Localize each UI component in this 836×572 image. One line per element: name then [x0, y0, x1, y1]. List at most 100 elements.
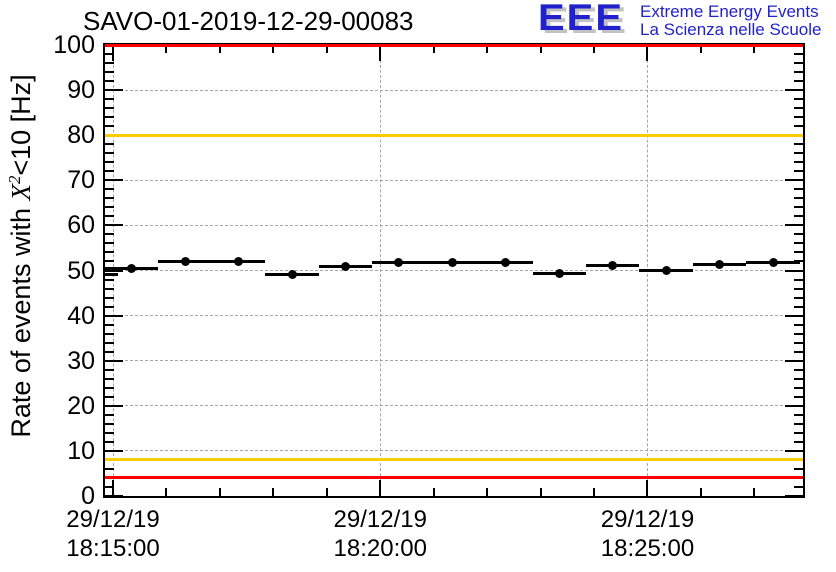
y-minor-tick-right	[794, 107, 803, 110]
x-minor-tick-top	[753, 45, 756, 53]
data-point-marker	[768, 258, 778, 268]
y-minor-tick	[105, 71, 114, 74]
y-minor-tick	[105, 296, 114, 299]
x-minor-tick-top	[486, 45, 489, 53]
y-minor-tick	[105, 341, 114, 344]
y-minor-tick	[105, 62, 114, 65]
y-major-tick	[105, 314, 123, 317]
y-major-tick-right	[785, 495, 803, 497]
y-minor-tick-right	[794, 323, 803, 326]
h-gridline	[105, 89, 803, 91]
x-tick-label: 29/12/19 18:25:00	[562, 505, 732, 563]
y-minor-tick	[105, 98, 114, 101]
y-minor-tick-right	[794, 71, 803, 74]
y-tick-label: 60	[67, 211, 95, 240]
threshold-line-warn-high	[105, 133, 803, 137]
x-major-tick	[646, 480, 649, 496]
y-major-tick	[105, 224, 123, 227]
h-gridline	[105, 405, 803, 407]
y-minor-tick-right	[794, 233, 803, 236]
y-minor-tick	[105, 188, 114, 191]
y-major-tick-right	[785, 89, 803, 92]
x-minor-tick	[218, 488, 221, 496]
y-minor-tick	[105, 116, 114, 119]
eee-logo-line1: Extreme Energy Events	[640, 2, 819, 21]
eee-logo-line2: La Scienza nelle Scuole	[640, 20, 822, 39]
y-minor-tick-right	[794, 251, 803, 254]
y-minor-tick-right	[794, 377, 803, 380]
y-major-tick	[105, 89, 123, 92]
x-tick-label-date: 29/12/19	[600, 506, 695, 533]
x-minor-tick	[165, 488, 168, 496]
y-minor-tick-right	[794, 143, 803, 146]
y-minor-tick	[105, 350, 114, 353]
y-minor-tick	[105, 215, 114, 218]
y-major-tick-right	[785, 269, 803, 272]
x-minor-tick-top	[593, 45, 596, 53]
y-minor-tick-right	[794, 341, 803, 344]
y-major-tick-right	[785, 449, 803, 452]
y-tick-label: 90	[67, 76, 95, 105]
data-point-marker	[180, 256, 190, 266]
x-minor-tick	[486, 488, 489, 496]
x-tick-label-time: 18:20:00	[333, 535, 427, 562]
x-minor-tick	[699, 488, 702, 496]
y-minor-tick-right	[794, 53, 803, 56]
y-minor-tick	[105, 161, 114, 164]
y-minor-tick	[105, 323, 114, 326]
y-tick-label: 10	[67, 436, 95, 465]
x-minor-tick-top	[432, 45, 435, 53]
data-point-marker	[554, 269, 564, 279]
h-gridline	[105, 360, 803, 362]
y-minor-tick-right	[794, 332, 803, 335]
x-minor-tick-top	[325, 45, 328, 53]
x-minor-tick-top	[165, 45, 168, 53]
y-minor-tick	[105, 143, 114, 146]
data-point-marker	[287, 269, 297, 279]
y-minor-tick-right	[794, 350, 803, 353]
data-point-marker	[608, 261, 618, 271]
y-minor-tick-right	[794, 170, 803, 173]
y-minor-tick	[105, 287, 114, 290]
y-minor-tick-right	[794, 296, 803, 299]
y-tick-label: 0	[81, 482, 95, 510]
data-point-marker	[394, 257, 404, 267]
h-gridline	[105, 270, 803, 271]
x-minor-tick	[593, 488, 596, 496]
y-minor-tick-right	[794, 125, 803, 128]
y-minor-tick-right	[794, 386, 803, 389]
x-tick-label-time: 18:15:00	[66, 535, 160, 562]
y-major-tick	[105, 495, 123, 497]
y-major-tick	[105, 404, 123, 407]
y-major-tick-right	[785, 404, 803, 407]
eee-logo-letters: EEE	[538, 0, 625, 39]
x-tick-label-time: 18:25:00	[600, 535, 695, 562]
y-tick-label: 40	[67, 301, 95, 330]
y-tick-label: 70	[67, 166, 95, 195]
h-gridline	[105, 315, 803, 317]
y-major-tick	[105, 179, 123, 182]
y-minor-tick-right	[794, 98, 803, 101]
y-major-tick	[105, 449, 123, 452]
x-minor-tick	[432, 488, 435, 496]
threshold-line-alarm-high	[105, 43, 803, 47]
y-minor-tick-right	[794, 485, 803, 488]
y-minor-tick-right	[794, 242, 803, 245]
y-major-tick-right	[785, 314, 803, 317]
y-minor-tick-right	[794, 305, 803, 308]
y-minor-tick	[105, 431, 114, 434]
y-minor-tick-right	[794, 215, 803, 218]
y-minor-tick-right	[794, 368, 803, 371]
y-minor-tick	[105, 395, 114, 398]
y-minor-tick	[105, 485, 114, 488]
y-minor-tick	[105, 242, 114, 245]
eee-logo-text: Extreme Energy Events La Scienza nelle S…	[640, 3, 821, 39]
y-minor-tick	[105, 305, 114, 308]
data-point-marker	[127, 263, 137, 273]
y-major-tick-right	[785, 359, 803, 362]
plot-frame	[103, 43, 805, 498]
y-minor-tick-right	[794, 431, 803, 434]
y-minor-tick	[105, 206, 114, 209]
y-minor-tick	[105, 152, 114, 155]
